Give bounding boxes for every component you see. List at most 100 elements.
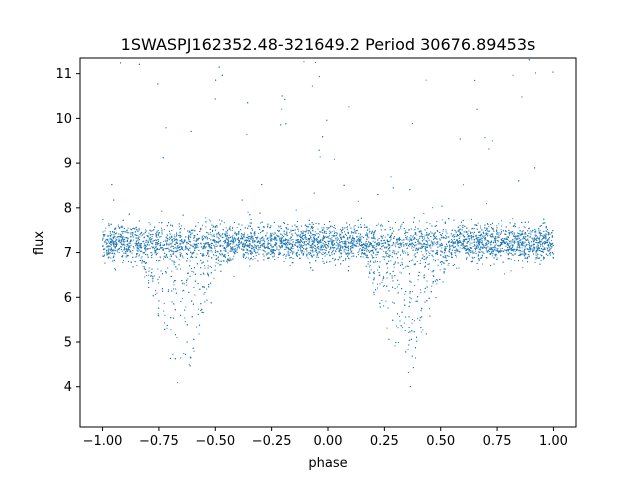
data-point — [390, 245, 392, 247]
data-point — [399, 315, 401, 317]
data-point — [519, 246, 521, 248]
data-point — [455, 256, 457, 258]
data-point — [466, 233, 468, 235]
data-point — [174, 261, 176, 263]
data-point — [156, 232, 158, 234]
data-point — [267, 248, 269, 250]
data-point — [512, 239, 514, 241]
data-point — [353, 244, 355, 246]
data-point — [370, 244, 372, 246]
data-point — [485, 242, 487, 244]
data-point — [462, 242, 464, 244]
data-point — [428, 308, 430, 310]
data-point — [520, 239, 522, 241]
data-point — [310, 228, 312, 230]
data-point — [115, 238, 117, 240]
data-point — [161, 227, 163, 229]
data-point — [528, 243, 530, 245]
data-point — [427, 264, 429, 266]
data-point — [328, 242, 330, 244]
data-point — [312, 243, 314, 245]
data-point — [301, 241, 303, 243]
data-point — [493, 240, 495, 242]
data-point — [242, 242, 244, 244]
data-point — [196, 326, 198, 328]
data-point — [414, 285, 416, 287]
data-point — [143, 245, 145, 247]
data-point — [225, 256, 227, 258]
data-point — [145, 248, 147, 250]
data-point — [534, 248, 536, 250]
data-point — [313, 240, 315, 242]
data-point — [210, 220, 212, 222]
data-point — [178, 259, 180, 261]
data-point — [501, 220, 503, 222]
data-point — [551, 240, 553, 242]
data-point — [331, 231, 333, 233]
data-point — [302, 230, 304, 232]
data-point — [369, 265, 371, 267]
data-point — [193, 247, 195, 249]
data-point — [208, 219, 210, 221]
data-point — [286, 239, 288, 241]
data-point — [152, 234, 154, 236]
data-point — [322, 242, 324, 244]
data-point — [299, 248, 301, 250]
data-point — [134, 242, 136, 244]
data-point — [291, 262, 293, 264]
data-point — [518, 255, 520, 256]
data-point — [249, 244, 251, 246]
data-point — [115, 240, 117, 242]
data-point — [328, 233, 330, 235]
data-point — [439, 238, 441, 240]
data-point — [399, 227, 401, 229]
data-point — [318, 243, 320, 245]
data-point — [170, 329, 172, 331]
data-point — [535, 234, 537, 236]
data-point — [475, 235, 477, 237]
data-point — [242, 248, 244, 250]
data-point — [159, 245, 161, 247]
data-point — [462, 240, 464, 242]
data-point — [219, 240, 221, 242]
data-point — [498, 223, 500, 225]
data-point — [462, 245, 464, 247]
data-point — [246, 240, 248, 242]
data-point — [536, 246, 538, 248]
data-point — [509, 248, 511, 250]
data-point — [524, 237, 526, 239]
data-point — [247, 211, 249, 213]
data-point — [528, 227, 530, 229]
data-point — [328, 227, 330, 229]
data-point — [152, 247, 154, 249]
data-point — [532, 250, 533, 252]
data-point — [522, 242, 524, 244]
data-point — [285, 248, 287, 250]
data-point — [452, 244, 454, 246]
data-point — [306, 228, 308, 230]
data-point — [535, 232, 537, 234]
data-point — [290, 230, 292, 232]
data-point — [292, 235, 294, 237]
data-point — [318, 251, 320, 253]
data-point — [351, 245, 353, 247]
data-point — [170, 246, 172, 248]
data-point — [477, 222, 479, 224]
data-point — [496, 245, 498, 247]
data-point — [335, 234, 337, 236]
data-point — [420, 289, 422, 291]
data-point — [405, 252, 407, 254]
data-point — [127, 232, 129, 234]
data-point — [523, 249, 525, 251]
data-point — [298, 244, 300, 246]
data-point — [213, 235, 215, 237]
data-point — [407, 252, 409, 254]
data-point — [431, 245, 433, 247]
data-point — [188, 234, 190, 236]
data-point — [368, 232, 370, 234]
data-point — [435, 237, 437, 239]
data-point — [203, 243, 205, 245]
data-point — [257, 236, 259, 238]
data-point — [386, 277, 388, 279]
data-point — [353, 244, 355, 246]
